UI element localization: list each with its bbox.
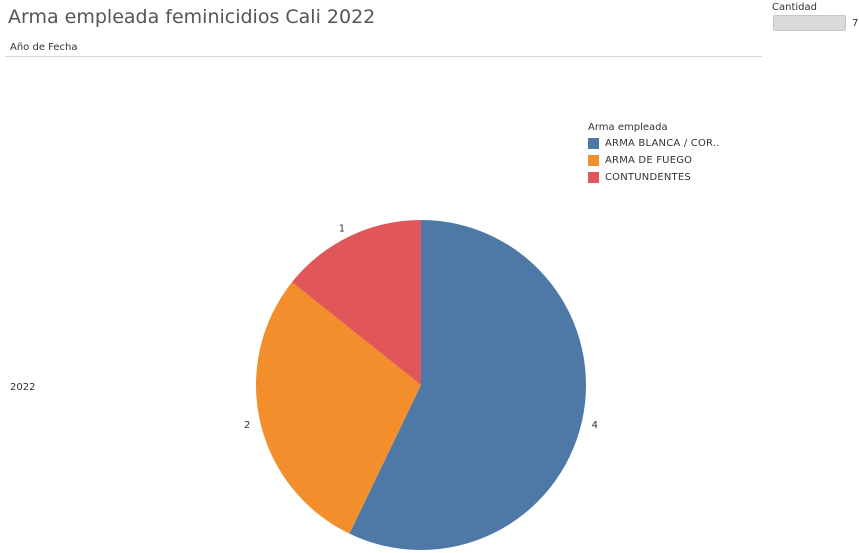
size-legend-bar	[773, 15, 846, 31]
pie-slice[interactable]	[349, 220, 586, 550]
legend-item[interactable]: ARMA DE FUEGO	[588, 152, 720, 169]
year-label: 2022	[10, 382, 36, 393]
pie-slice[interactable]	[291, 220, 421, 385]
size-legend: Cantidad 7	[772, 2, 858, 31]
legend-swatch	[588, 172, 599, 183]
color-legend[interactable]: Arma empleada ARMA BLANCA / COR.. ARMA D…	[588, 122, 720, 186]
legend-swatch	[588, 155, 599, 166]
pie-slice-label: 4	[592, 420, 598, 431]
header-divider	[5, 56, 762, 57]
legend-item-label: ARMA DE FUEGO	[605, 155, 693, 166]
chart-title: Arma empleada feminicidios Cali 2022	[8, 6, 376, 28]
legend-item-label: ARMA BLANCA / COR..	[605, 138, 720, 149]
pie-slice-label: 1	[339, 223, 345, 234]
size-legend-title: Cantidad	[772, 2, 817, 13]
legend-title: Arma empleada	[588, 122, 668, 133]
pie-slice[interactable]	[255, 282, 421, 534]
pie-slice-label: 2	[244, 420, 250, 431]
legend-item[interactable]: CONTUNDENTES	[588, 169, 720, 186]
size-legend-max: 7	[852, 18, 859, 29]
legend-swatch	[588, 138, 599, 149]
legend-item-label: CONTUNDENTES	[605, 172, 691, 183]
legend-item[interactable]: ARMA BLANCA / COR..	[588, 135, 720, 152]
row-header-label: Año de Fecha	[10, 42, 78, 53]
